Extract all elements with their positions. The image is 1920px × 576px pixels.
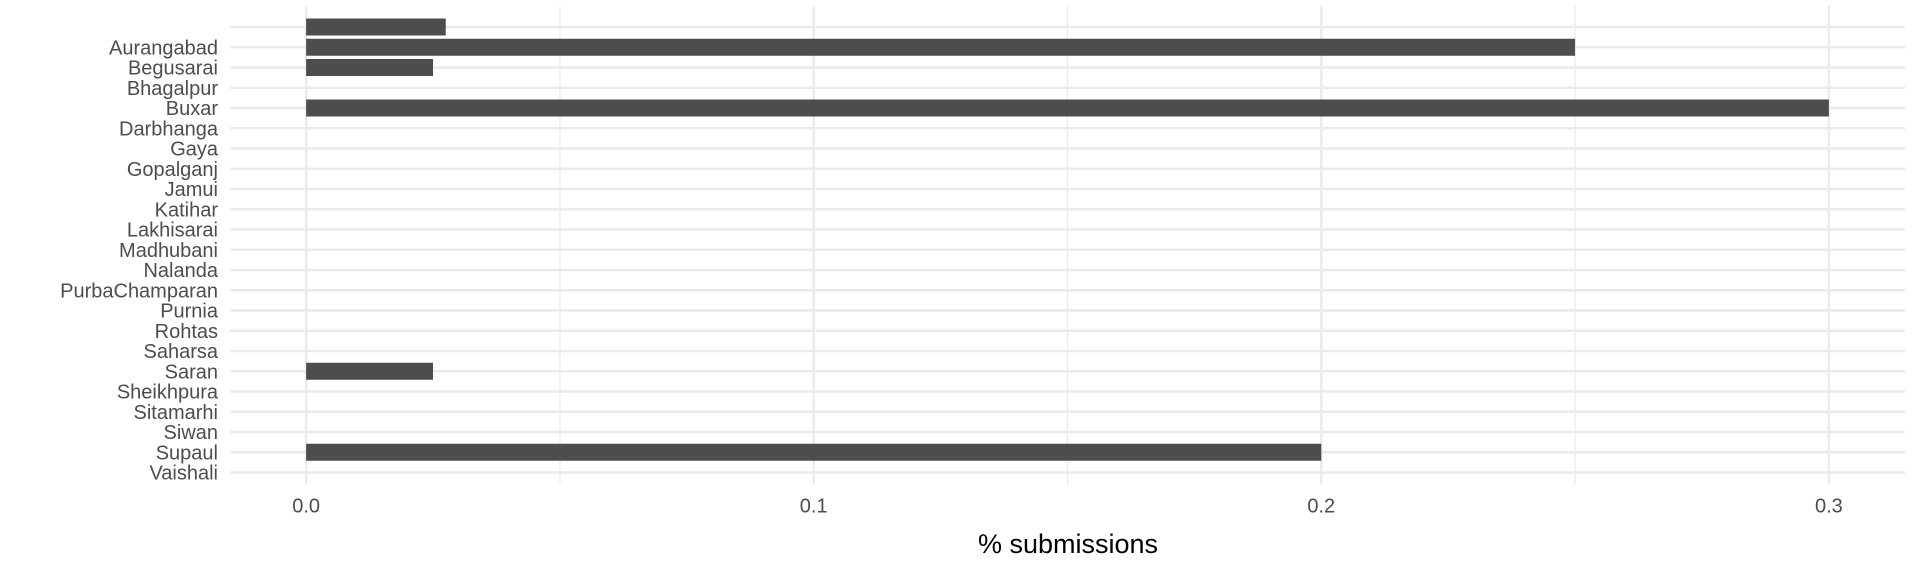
bar [306, 443, 1322, 461]
y-tick-label: Madhubani [119, 240, 218, 262]
grid-lines [230, 6, 1905, 485]
bar [306, 362, 434, 380]
y-tick-label: Nalanda [143, 260, 218, 282]
bar [306, 38, 1576, 56]
y-tick-label: Begusarai [128, 58, 218, 80]
y-tick-label: Rohtas [155, 321, 218, 343]
bars [306, 18, 1829, 461]
y-tick-label: Darbhanga [119, 118, 219, 140]
x-axis-title: % submissions [978, 529, 1158, 559]
y-tick-label: Supaul [156, 442, 218, 464]
x-tick-labels: 0.0 0.1 0.2 0.3 [292, 496, 1843, 518]
y-tick-label: Lakhisarai [127, 220, 218, 242]
y-tick-label: Jamui [165, 179, 218, 201]
bar [306, 59, 434, 76]
x-tick-label: 0.1 [800, 496, 828, 518]
y-tick-labels: AurangabadBegusaraiBhagalpurBuxarDarbhan… [60, 37, 219, 484]
y-tick-label: Bhagalpur [127, 78, 219, 100]
y-tick-label: Aurangabad [109, 37, 218, 59]
y-tick-label: Sheikhpura [117, 382, 219, 404]
y-tick-label: Katihar [155, 199, 219, 221]
y-tick-label: Siwan [164, 422, 218, 444]
x-tick-label: 0.2 [1307, 496, 1335, 518]
y-tick-label: Gopalganj [127, 159, 218, 181]
bar [306, 99, 1829, 117]
y-tick-label: PurbaChamparan [60, 280, 218, 302]
y-tick-label: Saharsa [144, 341, 219, 363]
y-tick-label: Gaya [170, 139, 219, 161]
y-tick-label: Vaishali [149, 463, 218, 485]
bar [306, 18, 446, 36]
y-tick-label: Saran [165, 361, 218, 383]
y-tick-label: Buxar [166, 98, 219, 120]
y-tick-label: Sitamarhi [134, 402, 218, 424]
x-tick-label: 0.3 [1815, 496, 1843, 518]
y-tick-label: Purnia [160, 301, 219, 323]
x-tick-label: 0.0 [292, 496, 320, 518]
